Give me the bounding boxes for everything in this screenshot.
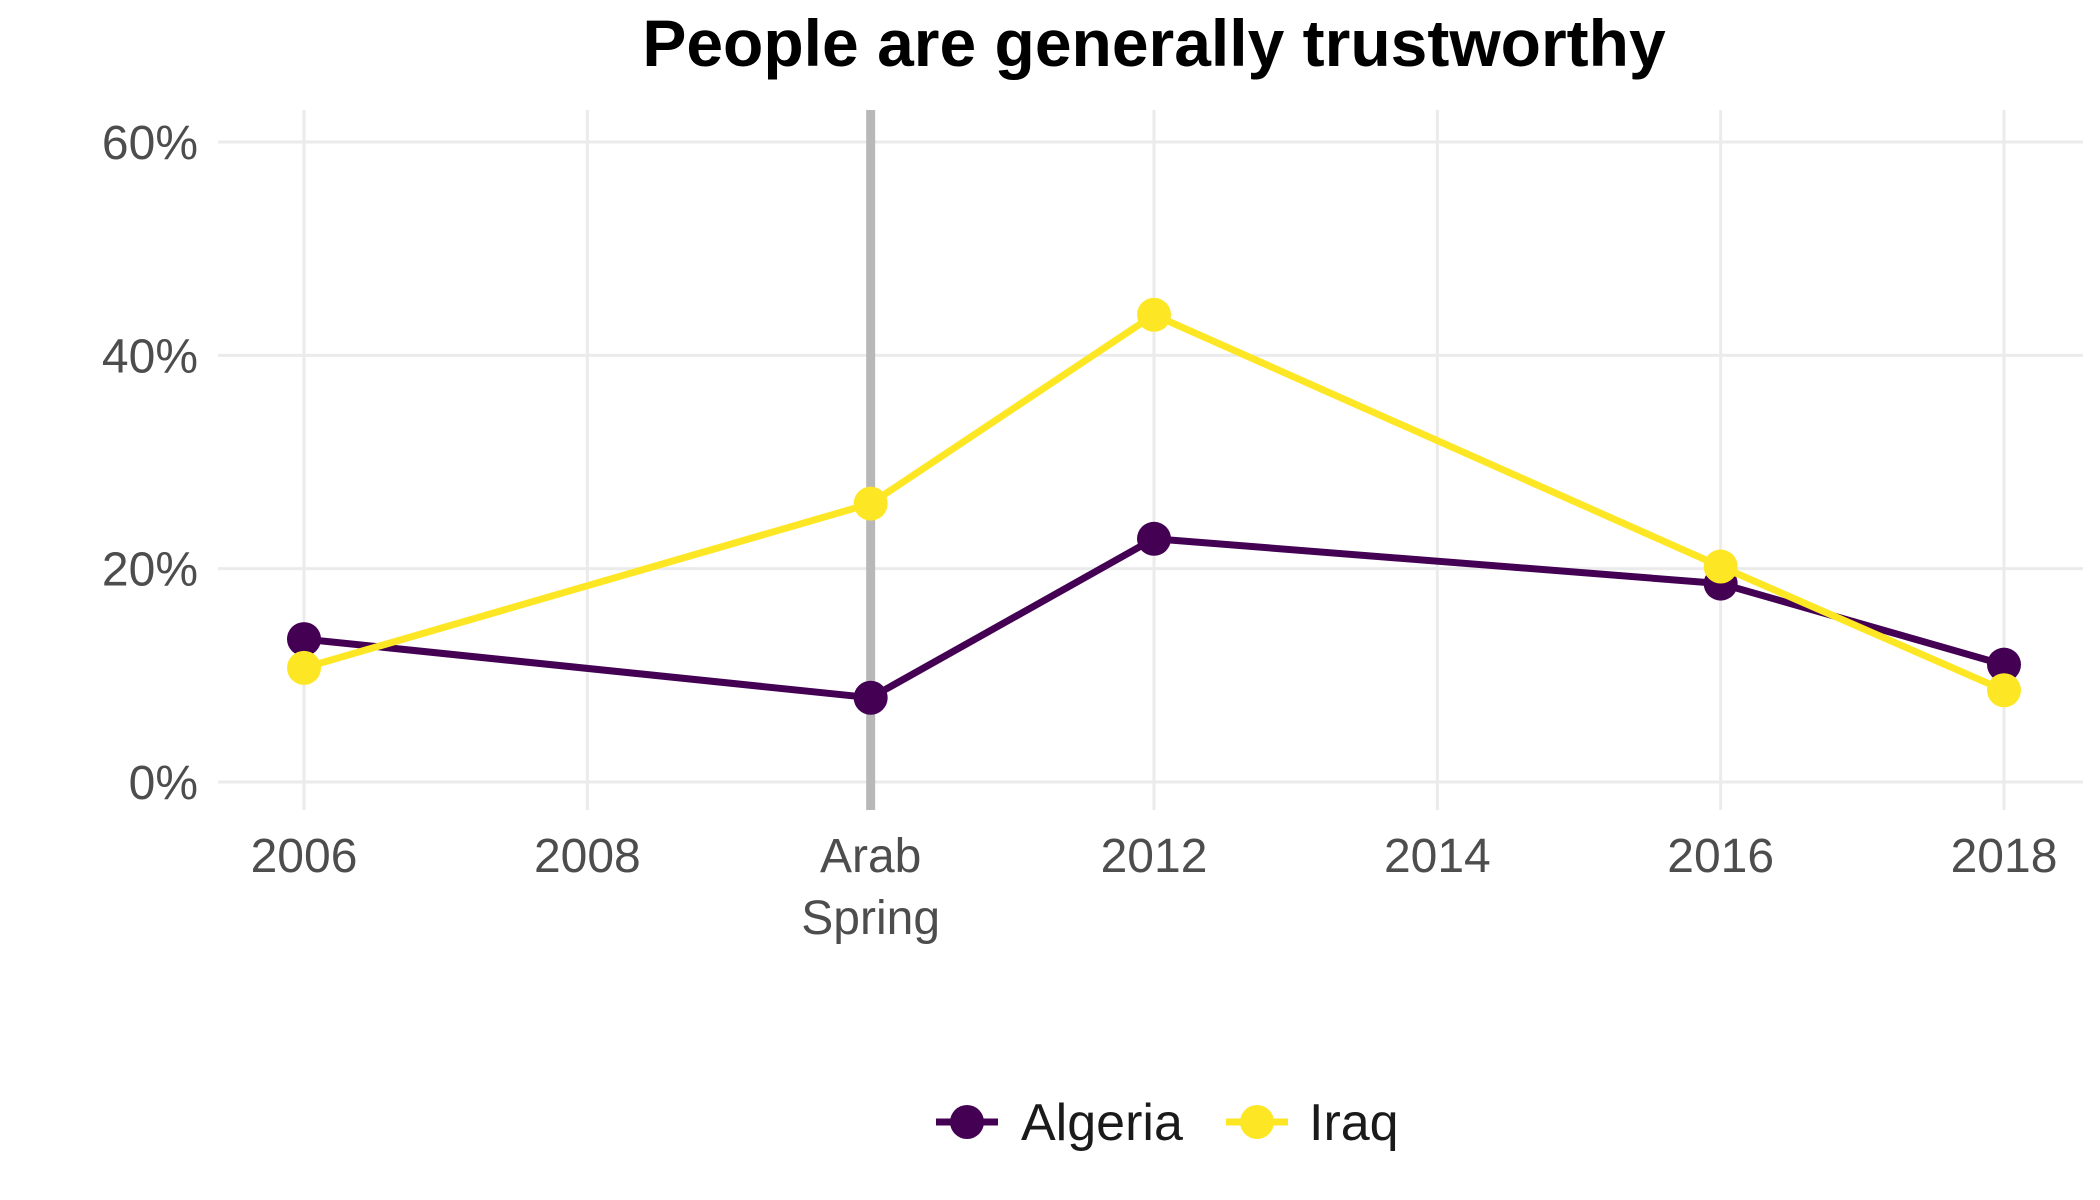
legend-marker-iraq [1240, 1105, 1274, 1139]
legend-item-algeria[interactable]: Algeria [936, 1094, 1183, 1152]
data-point-iraq [287, 650, 321, 685]
x-tick-label: 2012 [1101, 830, 1208, 883]
legend-label-iraq: Iraq [1309, 1094, 1399, 1152]
x-tick-label-line: Spring [801, 892, 940, 945]
x-tick-label: 2014 [1384, 830, 1491, 883]
legend-item-iraq[interactable]: Iraq [1226, 1094, 1399, 1152]
data-point-algeria [287, 622, 321, 657]
data-point-algeria [1137, 521, 1171, 556]
x-tick-label-line: Arab [820, 830, 921, 883]
x-tick-label: 2006 [251, 830, 358, 883]
data-point-algeria [1987, 647, 2021, 682]
legend-marker-algeria [950, 1105, 984, 1139]
x-tick-label-line: 2006 [251, 830, 358, 883]
series-iraq [287, 297, 2021, 708]
x-tick-label: 2018 [1951, 830, 2058, 883]
y-tick-label: 20% [102, 544, 198, 597]
x-tick-label-line: 2008 [534, 830, 641, 883]
y-tick-label: 60% [102, 117, 198, 170]
x-tick-label: 2016 [1667, 830, 1774, 883]
grid [218, 110, 2083, 810]
series-layer [287, 297, 2021, 715]
x-tick-label: Arab Spring [801, 830, 940, 945]
x-tick-label-line: 2018 [1951, 830, 2058, 883]
data-point-iraq [1137, 297, 1171, 332]
y-tick-label: 0% [129, 757, 198, 810]
x-tick-label-line: 2014 [1384, 830, 1491, 883]
legend-label-algeria: Algeria [1021, 1094, 1183, 1152]
data-point-iraq [1987, 673, 2021, 708]
axis-labels: 0% 20% 40% 60% 2006 2008 Arab Spring 2012 2014 201… [102, 117, 2057, 945]
data-point-algeria [853, 680, 888, 715]
data-point-iraq [853, 486, 888, 521]
x-tick-label-line: 2012 [1101, 830, 1208, 883]
x-tick-label: 2008 [534, 830, 641, 883]
chart-title: People are generally trustworthy [642, 6, 1666, 80]
y-tick-label: 40% [102, 330, 198, 383]
legend[interactable]: Algeria Iraq [936, 1094, 1399, 1152]
data-point-iraq [1703, 549, 1738, 584]
x-tick-label-line: 2016 [1667, 830, 1774, 883]
